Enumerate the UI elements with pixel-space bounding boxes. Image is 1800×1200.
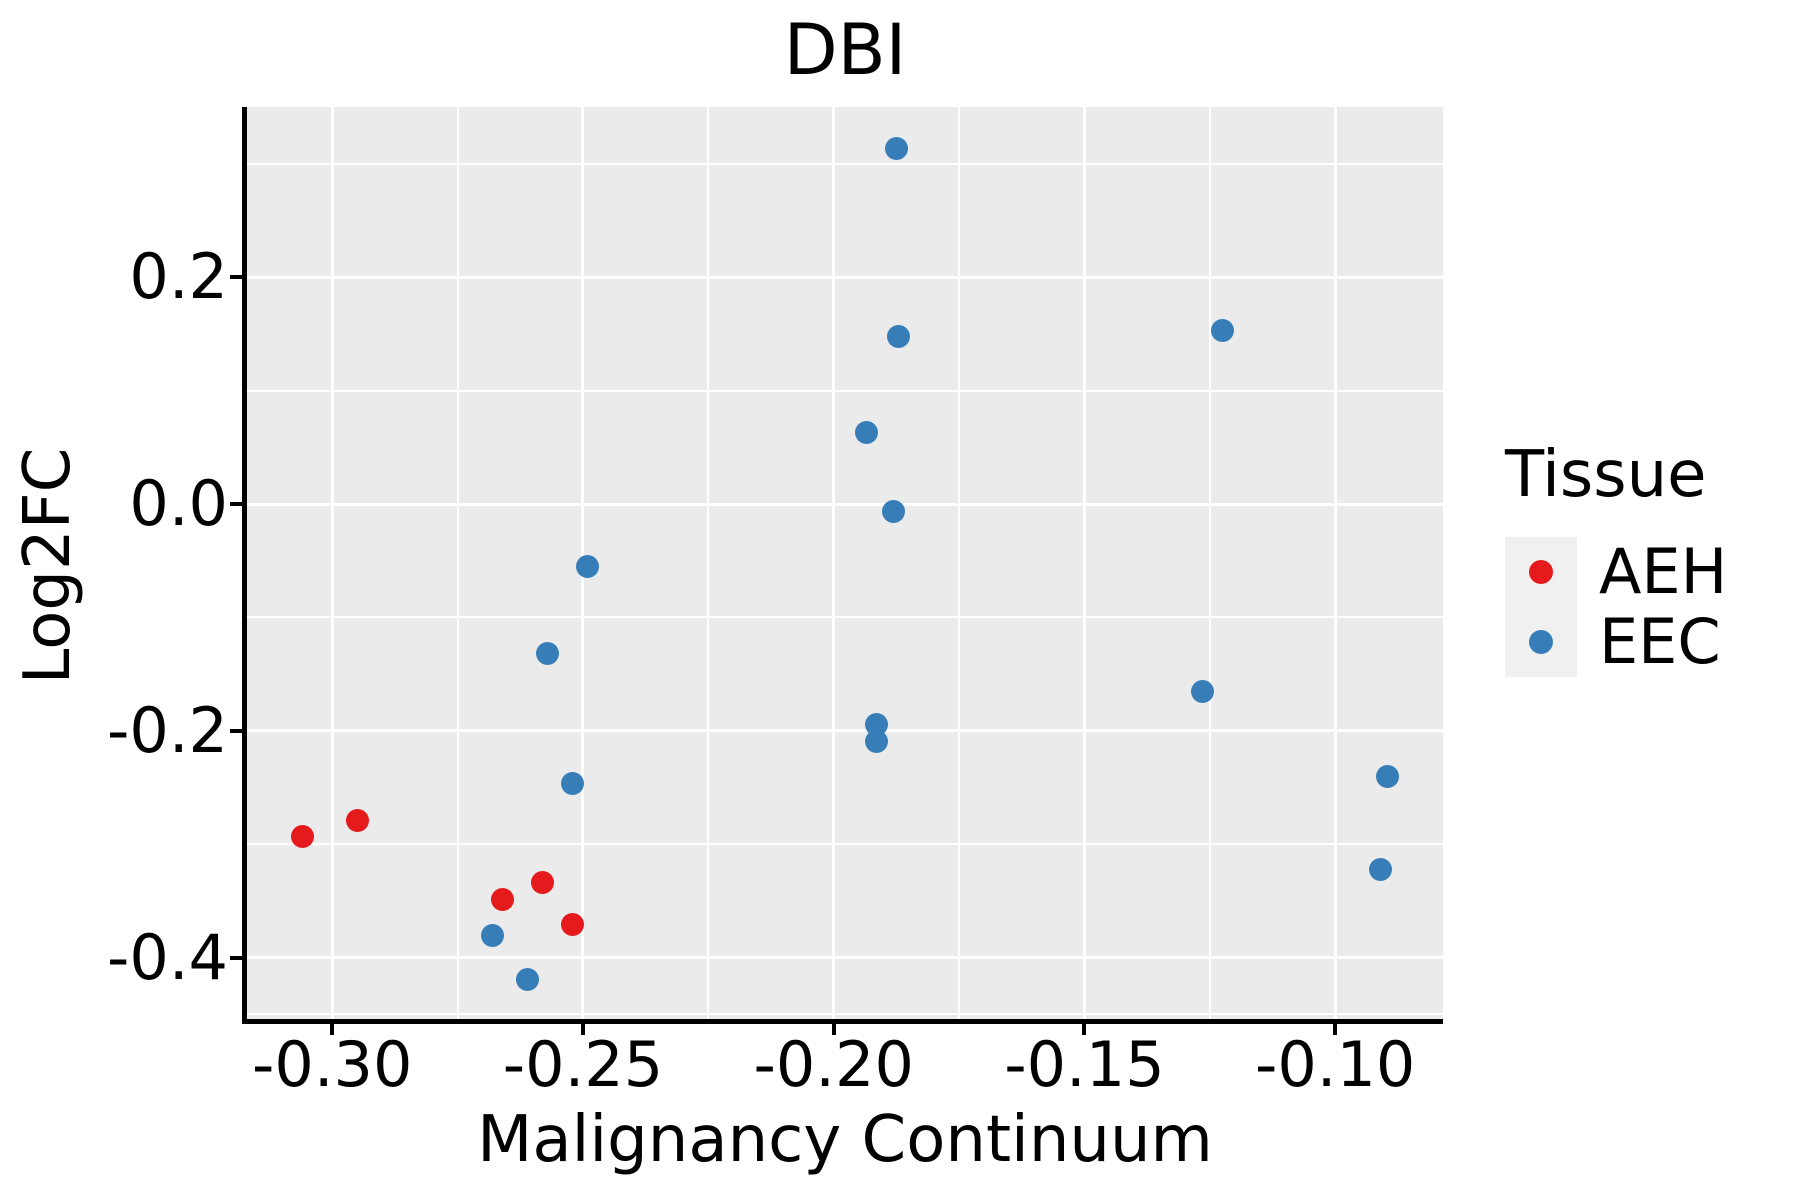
x-tick-mark [1333, 1024, 1338, 1035]
y-tick-label: -0.4 [107, 920, 228, 994]
legend-key [1505, 537, 1577, 607]
y-tick-mark [230, 275, 242, 280]
x-minor-gridline [707, 107, 710, 1019]
y-minor-gridline [247, 843, 1443, 846]
legend-item-eec: EEC [1505, 607, 1727, 677]
y-axis-title: Log2FC [11, 447, 85, 685]
y-tick-label: 0.0 [129, 467, 228, 540]
legend: Tissue AEH EEC [1505, 435, 1727, 677]
data-point-aeh [290, 824, 314, 848]
y-major-gridline [247, 956, 1443, 960]
data-point-eec [854, 421, 878, 445]
y-tick-label: -0.2 [107, 693, 228, 767]
x-tick-label: -0.10 [1254, 1028, 1416, 1101]
legend-items: AEH EEC [1505, 537, 1727, 677]
x-tick-mark [580, 1024, 585, 1035]
x-minor-gridline [958, 107, 961, 1019]
y-major-gridline [247, 502, 1443, 506]
x-tick-label: -0.25 [502, 1028, 664, 1101]
data-point-aeh [531, 871, 555, 895]
data-point-eec [887, 324, 911, 348]
y-axis-line [242, 107, 247, 1024]
x-axis-line [242, 1019, 1443, 1024]
x-minor-gridline [1208, 107, 1211, 1019]
legend-item-aeh: AEH [1505, 537, 1727, 607]
data-point-aeh [345, 808, 369, 832]
eec-dot-icon [1529, 630, 1553, 654]
data-point-eec [576, 554, 600, 578]
y-tick-label: 0.2 [129, 240, 228, 314]
legend-key [1505, 607, 1577, 677]
data-point-aeh [491, 888, 515, 912]
x-tick-mark [1082, 1024, 1087, 1035]
x-major-gridline [1082, 107, 1086, 1019]
x-tick-label: -0.30 [252, 1028, 413, 1101]
y-minor-gridline [247, 616, 1443, 619]
data-point-aeh [561, 913, 585, 937]
data-point-eec [1376, 764, 1400, 788]
y-tick-mark [230, 728, 242, 733]
x-minor-gridline [456, 107, 459, 1019]
legend-label: EEC [1599, 605, 1721, 678]
data-point-eec [1210, 318, 1234, 342]
data-point-eec [516, 967, 540, 991]
data-point-eec [481, 923, 505, 947]
x-major-gridline [1333, 107, 1337, 1019]
x-tick-label: -0.15 [1004, 1028, 1165, 1101]
plot-panel [247, 107, 1443, 1019]
x-major-gridline [832, 107, 836, 1019]
x-tick-mark [330, 1024, 335, 1035]
data-point-eec [882, 500, 906, 524]
data-point-eec [884, 137, 908, 161]
y-minor-gridline [247, 389, 1443, 392]
y-major-gridline [247, 275, 1443, 279]
y-minor-gridline [247, 1013, 1443, 1016]
x-tick-label: -0.20 [753, 1028, 914, 1101]
y-minor-gridline [247, 162, 1443, 165]
plot-title: DBI [783, 9, 907, 91]
data-point-eec [1190, 679, 1214, 703]
y-tick-mark [230, 502, 242, 506]
x-axis-title: Malignancy Continuum [477, 1103, 1213, 1177]
aeh-dot-icon [1529, 560, 1553, 584]
x-tick-mark [831, 1024, 836, 1035]
data-point-eec [561, 771, 585, 795]
data-point-eec [1368, 857, 1392, 881]
data-point-eec [864, 730, 888, 754]
legend-title: Tissue [1505, 438, 1707, 512]
y-major-gridline [247, 729, 1443, 733]
x-major-gridline [330, 107, 334, 1019]
data-point-eec [536, 642, 560, 666]
legend-label: AEH [1599, 535, 1728, 608]
y-tick-mark [230, 955, 242, 960]
